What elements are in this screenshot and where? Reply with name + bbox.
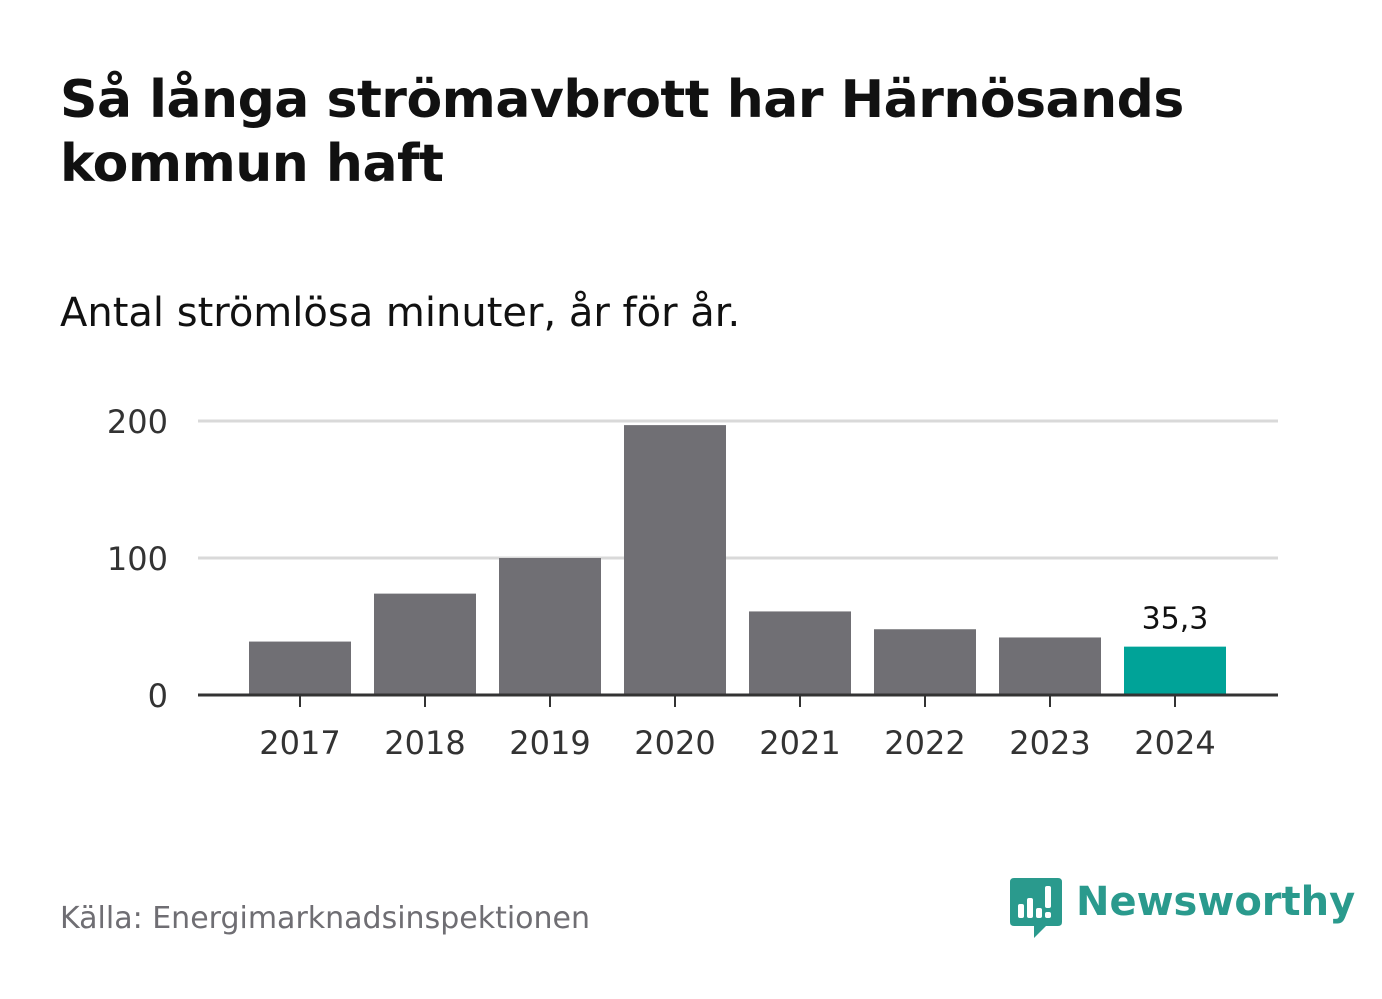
x-tick-label-2017: 2017 xyxy=(259,724,340,762)
x-tick-label-2024: 2024 xyxy=(1134,724,1215,762)
x-tick-label-2022: 2022 xyxy=(884,724,965,762)
x-tick-label-2019: 2019 xyxy=(509,724,590,762)
x-tick-label-2020: 2020 xyxy=(634,724,715,762)
gridlines xyxy=(198,419,1278,560)
newsworthy-logo[interactable]: Newsworthy xyxy=(1010,878,1355,940)
chart-subtitle: Antal strömlösa minuter, år för år. xyxy=(60,290,741,336)
source-note: Källa: Energimarknadsinspektionen xyxy=(60,901,591,936)
bar-2024 xyxy=(1124,646,1226,695)
y-tick-label-100: 100 xyxy=(107,540,168,578)
bar-2017 xyxy=(249,641,351,695)
brand-name: Newsworthy xyxy=(1076,879,1356,925)
bar-2023 xyxy=(999,637,1101,695)
bar-2022 xyxy=(874,629,976,695)
bar-2018 xyxy=(374,593,476,695)
bar-chart: 0 100 200 2017 2018 2019 2020 2021 2022 2023 2024 3… xyxy=(107,403,1278,762)
chart-title: Så långa strömavbrott har Härnösands kom… xyxy=(60,70,1184,194)
bar-2021 xyxy=(749,611,851,695)
bar-2019 xyxy=(499,558,601,695)
x-tick-label-2018: 2018 xyxy=(384,724,465,762)
bar-chart-speech-bubble-icon xyxy=(1010,878,1062,938)
data-label-2024: 35,3 xyxy=(1142,602,1209,637)
x-axis xyxy=(198,693,1278,707)
tick-labels: 0 100 200 2017 2018 2019 2020 2021 2022 2023 2024 3… xyxy=(107,403,1216,762)
bars xyxy=(249,425,1226,695)
x-tick-label-2021: 2021 xyxy=(759,724,840,762)
y-tick-label-0: 0 xyxy=(148,677,168,715)
bar-2020 xyxy=(624,425,726,695)
y-tick-label-200: 200 xyxy=(107,403,168,441)
x-tick-label-2023: 2023 xyxy=(1009,724,1090,762)
